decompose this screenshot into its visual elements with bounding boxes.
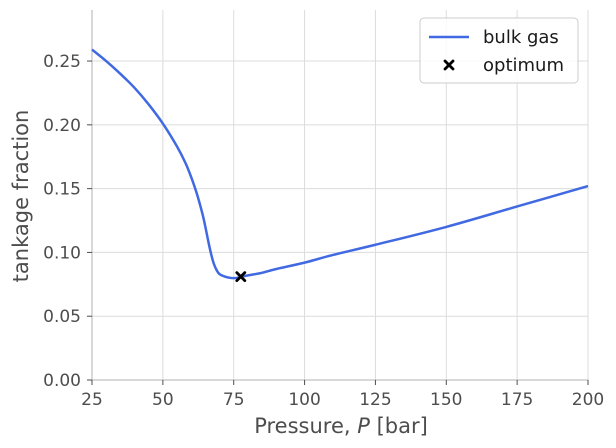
legend: bulk gas optimum bbox=[419, 17, 579, 84]
marker-layer bbox=[235, 271, 247, 283]
x-tick-label: 25 bbox=[81, 390, 103, 410]
axes bbox=[87, 10, 588, 385]
y-tick-label: 0.05 bbox=[43, 307, 81, 327]
x-axis-label: Pressure, P [bar] bbox=[254, 414, 428, 438]
y-tick-label: 0.20 bbox=[43, 116, 81, 136]
y-tick-label: 0.00 bbox=[43, 371, 81, 391]
series-layer bbox=[91, 48, 589, 280]
legend-marker-swatch bbox=[443, 59, 455, 71]
y-tick-label: 0.15 bbox=[43, 180, 81, 200]
y-axis-label: tankage fraction bbox=[9, 110, 33, 283]
x-tick-label: 125 bbox=[359, 390, 391, 410]
x-tick-label: 200 bbox=[572, 390, 604, 410]
legend-box bbox=[419, 17, 579, 84]
legend-label-optimum: optimum bbox=[483, 55, 564, 76]
legend-x-marker bbox=[443, 59, 455, 71]
legend-label-bulk-gas: bulk gas bbox=[483, 27, 559, 48]
y-tick-label: 0.25 bbox=[43, 52, 81, 72]
x-stroke bbox=[235, 271, 247, 283]
optimum-marker bbox=[235, 271, 247, 283]
x-tick-label: 150 bbox=[430, 390, 462, 410]
x-tick-label: 175 bbox=[501, 390, 533, 410]
x-tick-label: 75 bbox=[223, 390, 245, 410]
x-stroke bbox=[443, 59, 455, 71]
x-ticks: 25 50 75 100 125 150 175 200 bbox=[81, 380, 604, 410]
y-tick-label: 0.10 bbox=[43, 243, 81, 263]
y-ticks: 0.00 0.05 0.10 0.15 0.20 0.25 bbox=[43, 52, 92, 391]
series-line-bulk-gas bbox=[91, 48, 589, 280]
x-tick-label: 50 bbox=[152, 390, 174, 410]
x-tick-label: 100 bbox=[288, 390, 320, 410]
